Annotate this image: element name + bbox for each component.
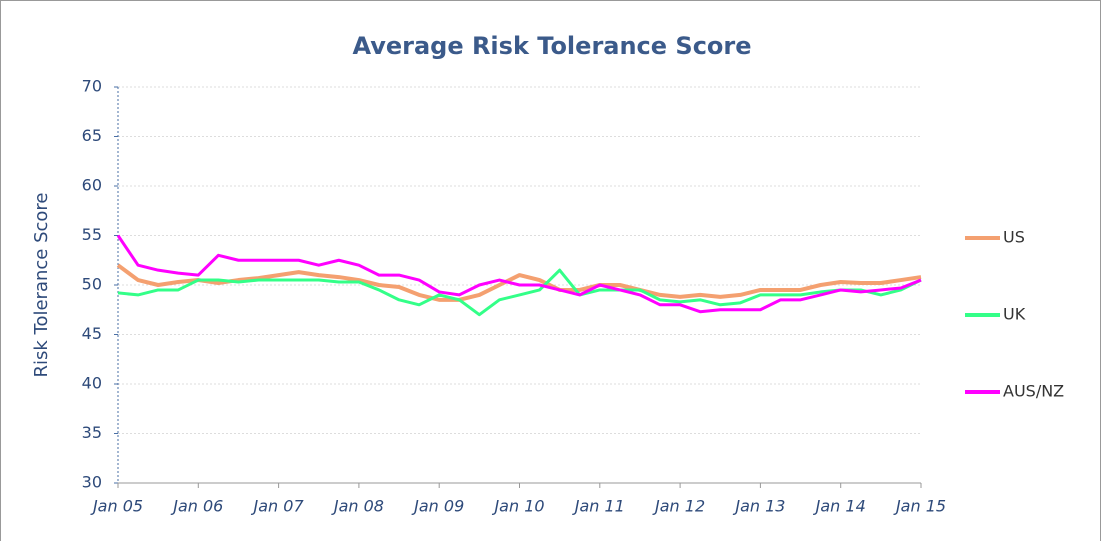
y-tick-label: 70 (82, 77, 102, 96)
y-tick-label: 45 (82, 324, 102, 343)
chart-title: Average Risk Tolerance Score (352, 32, 751, 60)
series-line (116, 263, 922, 302)
x-tick-label: Jan 07 (251, 497, 305, 516)
x-tick-label: Jan 05 (90, 497, 143, 516)
x-tick-label: Jan 14 (813, 497, 866, 516)
legend-label: AUS/NZ (1003, 382, 1064, 401)
y-tick-label: 50 (82, 275, 102, 294)
x-tick-label: Jan 15 (893, 497, 946, 516)
x-tick-label: Jan 06 (170, 497, 223, 516)
y-axis-label: Risk Tolerance Score (31, 192, 52, 377)
x-tick-label: Jan 13 (732, 497, 785, 516)
y-tick-label: 30 (82, 473, 102, 492)
legend-label: UK (1003, 305, 1026, 324)
y-tick-label: 40 (82, 374, 102, 393)
series-line (117, 268, 922, 317)
y-tick-label: 35 (82, 423, 102, 442)
legend-label: US (1003, 228, 1025, 247)
y-tick-label: 55 (82, 225, 102, 244)
x-tick-label: Jan 08 (331, 497, 384, 516)
x-tick-label: Jan 09 (411, 497, 464, 516)
y-tick-label: 65 (82, 126, 102, 145)
x-tick-label: Jan 11 (572, 497, 625, 516)
y-tick-label: 60 (82, 176, 102, 195)
x-tick-label: Jan 12 (652, 497, 705, 516)
x-tick-label: Jan 10 (491, 497, 544, 516)
series-line (116, 234, 922, 314)
